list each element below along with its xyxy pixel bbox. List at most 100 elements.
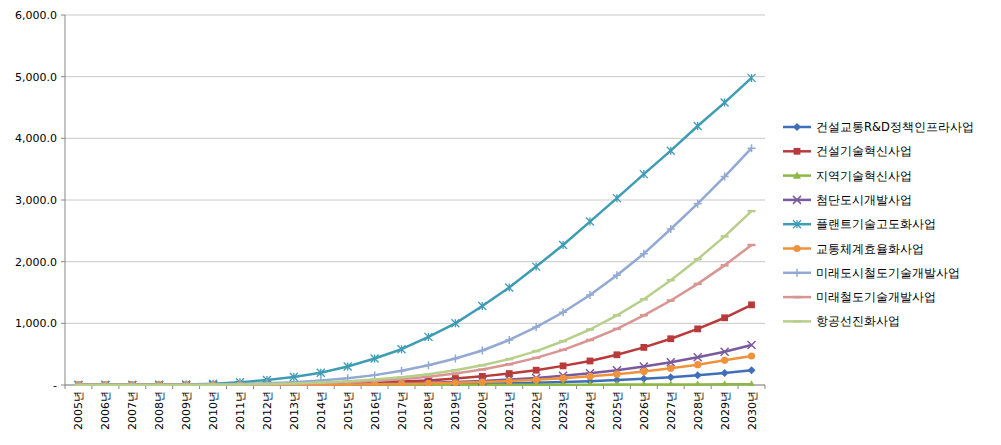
marker: [129, 381, 136, 386]
marker: [155, 384, 163, 386]
axes: -1,000.02,000.03,000.04,000.05,000.06,00…: [15, 9, 765, 430]
y-tick: [61, 76, 65, 77]
marker: [559, 375, 566, 382]
marker: [694, 380, 702, 386]
legend-label: 항공선진화사업: [816, 314, 900, 328]
marker: [344, 374, 352, 382]
series: [74, 341, 755, 386]
marker: [344, 381, 352, 386]
marker: [129, 382, 136, 386]
marker: [533, 376, 540, 383]
x-tick-label: 2020년: [476, 391, 489, 430]
grid-line: [65, 200, 765, 201]
marker: [586, 381, 594, 386]
marker: [182, 381, 190, 386]
marker: [586, 291, 594, 299]
marker: [371, 354, 379, 362]
marker: [424, 375, 432, 378]
marker: [344, 381, 351, 386]
marker: [451, 372, 459, 375]
marker: [425, 380, 432, 386]
x-tick-label: 2006년: [99, 391, 112, 430]
marker: [209, 381, 216, 386]
marker: [748, 352, 755, 359]
marker: [75, 381, 82, 386]
y-tick: [61, 323, 65, 324]
marker: [74, 381, 82, 386]
marker: [667, 147, 675, 155]
x-tick-label: 2012년: [261, 391, 274, 430]
marker: [505, 336, 513, 344]
marker: [424, 373, 432, 376]
marker: [478, 368, 486, 371]
marker: [721, 357, 728, 364]
marker: [344, 380, 352, 383]
marker: [559, 241, 567, 249]
marker: [613, 314, 621, 317]
marker: [505, 358, 513, 361]
marker: [371, 371, 379, 379]
marker: [667, 365, 674, 372]
marker: [478, 346, 486, 354]
marker: [371, 381, 378, 386]
marker: [613, 271, 621, 279]
marker: [398, 376, 406, 379]
grid-line: [65, 15, 765, 16]
y-tick-label: 3,000.0: [15, 194, 57, 207]
marker: [721, 380, 729, 386]
x-tick-label: 2025년: [611, 391, 624, 430]
marker: [667, 380, 675, 386]
marker: [451, 378, 459, 386]
marker: [317, 382, 325, 385]
marker: [317, 381, 325, 386]
marker: [317, 381, 324, 386]
marker: [694, 353, 702, 361]
y-tick: [61, 15, 65, 16]
y-tick: [61, 261, 65, 262]
marker: [586, 373, 593, 380]
marker: [694, 122, 702, 130]
legend-label: 미래철도기술개발사업: [816, 290, 936, 304]
marker: [398, 345, 406, 353]
marker: [128, 381, 136, 386]
marker: [424, 333, 432, 341]
marker: [424, 361, 432, 369]
marker: [667, 335, 674, 342]
series: [74, 245, 755, 385]
legend: 건설교통R&D정책인프라사업건설기술혁신사업지역기술혁신사업첨단도시개발사업플랜…: [783, 120, 974, 328]
marker: [694, 283, 702, 286]
marker: [75, 382, 82, 386]
marker: [452, 379, 459, 386]
marker: [156, 382, 163, 386]
legend-marker: [793, 296, 801, 299]
marker: [640, 381, 648, 386]
marker: [74, 381, 82, 386]
x-tick-label: 2005년: [72, 391, 85, 430]
marker: [74, 381, 82, 386]
marker: [559, 349, 567, 352]
legend-label: 미래도시철도기술개발사업: [816, 266, 960, 280]
marker: [721, 99, 729, 107]
legend-label: 건설기술혁신사업: [816, 144, 912, 158]
marker: [667, 299, 675, 302]
marker: [748, 74, 756, 82]
marker: [478, 364, 486, 367]
marker: [74, 381, 82, 386]
marker: [667, 279, 675, 282]
marker: [721, 369, 729, 377]
marker: [182, 381, 190, 386]
marker: [236, 383, 244, 386]
legend-marker: [793, 172, 801, 179]
marker: [102, 382, 109, 386]
marker: [613, 194, 621, 202]
marker: [344, 363, 352, 371]
marker: [505, 363, 513, 366]
legend-marker: [793, 320, 801, 323]
x-tick: [738, 385, 739, 389]
marker: [317, 381, 324, 386]
marker: [128, 381, 136, 386]
legend-label: 교통체계효율화사업: [816, 242, 924, 256]
marker: [101, 381, 109, 386]
marker: [371, 381, 379, 386]
marker: [586, 339, 594, 342]
